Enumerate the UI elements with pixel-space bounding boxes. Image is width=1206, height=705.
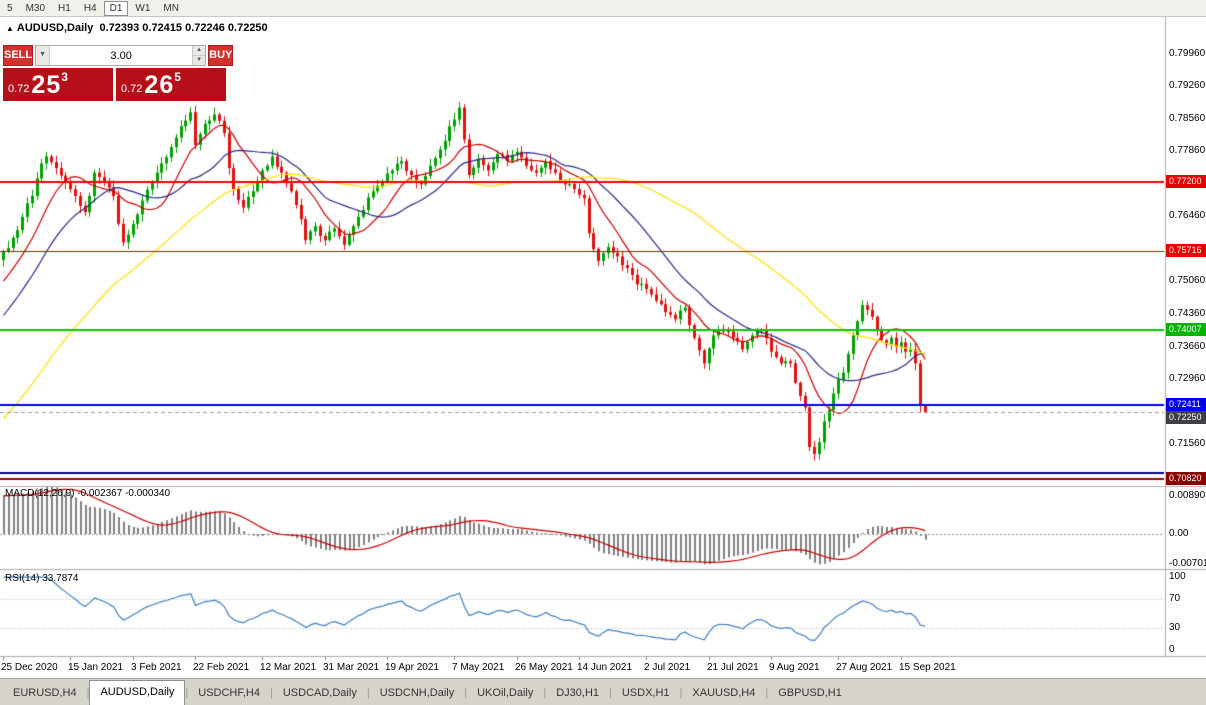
buy-button[interactable]: BUY <box>208 45 234 66</box>
tab-divider: | <box>543 687 547 699</box>
chart-symbol-period: AUDUSD,Daily <box>16 22 94 34</box>
chart-tab-ukoil-daily[interactable]: UKOil,Daily <box>477 687 534 699</box>
date-axis-label: 15 Sep 2021 <box>899 662 956 673</box>
chart-tab-usdchf-h4[interactable]: USDCHF,H4 <box>198 687 260 699</box>
tab-divider: | <box>679 687 683 699</box>
chart-marker-icon: ▲ <box>6 24 14 33</box>
macd-axis-label: 0.00890 <box>1169 490 1206 501</box>
price-chart-canvas[interactable] <box>0 17 1206 678</box>
timeframe-button-w1[interactable]: W1 <box>135 2 151 14</box>
price-axis-label: 0.74360 <box>1169 308 1206 319</box>
tab-divider: | <box>86 687 90 699</box>
chart-overlays: 0.79960 0.79260 0.78560 0.77860 0.76460 0.750… <box>0 17 1206 678</box>
sell-price-prefix: 0.72 <box>8 83 30 95</box>
chart-tabs-bar: EURUSD,H4 | AUDUSD,Daily | USDCHF,H4 | USDCAD,… <box>0 678 1206 705</box>
chart-tab-usdcad-daily[interactable]: USDCAD,Daily <box>282 687 357 699</box>
price-axis-label: 0.75060 <box>1169 275 1206 286</box>
price-axis-badge-0.70820: 0.70820 <box>1166 472 1206 485</box>
timeframe-button-5[interactable]: 5 <box>7 2 13 14</box>
date-axis-label: 15 Jan 2021 <box>68 662 124 673</box>
tab-divider: | <box>464 687 468 699</box>
lot-increase-icon[interactable]: ▲ <box>193 46 206 56</box>
buy-price-sup: 5 <box>174 70 181 84</box>
tab-divider: | <box>765 687 769 699</box>
timeframe-button-d1[interactable]: D1 <box>103 0 129 16</box>
chart-tab-gbpusd-h1[interactable]: GBPUSD,H1 <box>778 687 842 699</box>
price-axis-label: 0.72960 <box>1169 373 1206 384</box>
chart-tab-usdx-h1[interactable]: USDX,H1 <box>621 687 670 699</box>
chart-tab-eurusd-h4[interactable]: EURUSD,H4 <box>13 687 77 699</box>
rsi-axis-label: 30 <box>1169 622 1181 633</box>
date-axis-label: 2 Jul 2021 <box>644 662 691 673</box>
rsi-axis-label: 70 <box>1169 593 1181 604</box>
date-axis-label: 9 Aug 2021 <box>769 662 820 673</box>
macd-indicator-label: MACD(12,26,9) -0.002367 -0.000340 <box>5 488 171 499</box>
date-axis-label: 31 Mar 2021 <box>323 662 380 673</box>
chart-title: ▲ AUDUSD,Daily 0.72393 0.72415 0.72246 0.… <box>6 22 268 34</box>
tab-divider: | <box>366 687 370 699</box>
buy-price-panel[interactable]: 0.72 26 5 <box>116 68 226 101</box>
date-axis-label: 25 Dec 2020 <box>1 662 58 673</box>
chart-tab-xauusd-h4[interactable]: XAUUSD,H4 <box>692 687 756 699</box>
price-axis-label: 0.79260 <box>1169 80 1206 91</box>
date-axis-label: 3 Feb 2021 <box>131 662 182 673</box>
macd-axis-label: -0.00701 <box>1169 558 1206 569</box>
price-axis-badge-0.74007: 0.74007 <box>1166 323 1206 336</box>
chart-tab-audusd-daily[interactable]: AUDUSD,Daily <box>89 680 186 705</box>
rsi-indicator-label: RSI(14) 33.7874 <box>5 573 79 584</box>
lot-size-control: ▼ ▲ ▼ <box>35 45 207 66</box>
price-axis-badge-0.75716: 0.75716 <box>1166 244 1206 257</box>
buy-price-big: 26 <box>144 71 175 99</box>
rsi-axis-label: 100 <box>1169 571 1186 582</box>
date-axis-label: 7 May 2021 <box>452 662 505 673</box>
date-axis-label: 26 May 2021 <box>515 662 573 673</box>
price-axis-label: 0.78560 <box>1169 113 1206 124</box>
sell-price-sup: 3 <box>61 70 68 84</box>
timeframe-button-mn[interactable]: MN <box>163 2 179 14</box>
tab-divider: | <box>270 687 273 699</box>
tab-divider: | <box>609 687 612 699</box>
timeframe-button-h1[interactable]: H1 <box>58 2 71 14</box>
tab-divider: | <box>185 687 189 699</box>
timeframe-button-m30[interactable]: M30 <box>25 2 46 14</box>
buy-price-prefix: 0.72 <box>121 83 143 95</box>
lot-decrease-icon[interactable]: ▼ <box>193 56 206 65</box>
macd-axis-label: 0.00 <box>1169 528 1189 539</box>
date-axis-label: 12 Mar 2021 <box>260 662 317 673</box>
lot-dropdown-icon[interactable]: ▼ <box>36 46 51 65</box>
date-axis-label: 21 Jul 2021 <box>707 662 759 673</box>
timeframe-button-h4[interactable]: H4 <box>83 2 97 14</box>
lot-spinner: ▲ ▼ <box>192 46 206 65</box>
price-axis-label: 0.71560 <box>1169 438 1206 449</box>
lot-size-input[interactable] <box>50 46 193 65</box>
chart-ohlc-values: 0.72393 0.72415 0.72246 0.72250 <box>99 22 268 34</box>
chart-tab-usdcnh-daily[interactable]: USDCNH,Daily <box>379 687 455 699</box>
timeframe-toolbar: 5 M30 H1 H4 D1 W1 MN <box>0 0 1206 17</box>
sell-button[interactable]: SELL <box>3 45 34 66</box>
date-axis-label: 27 Aug 2021 <box>836 662 893 673</box>
rsi-axis-label: 0 <box>1169 644 1175 655</box>
price-axis-label: 0.73660 <box>1169 341 1206 352</box>
sell-price-panel[interactable]: 0.72 25 3 <box>3 68 113 101</box>
date-axis-label: 14 Jun 2021 <box>577 662 633 673</box>
date-axis-label: 22 Feb 2021 <box>193 662 250 673</box>
price-axis-badge-0.72411: 0.72411 <box>1166 398 1206 411</box>
chart-tab-dj30-h1[interactable]: DJ30,H1 <box>556 687 599 699</box>
price-axis-label: 0.77860 <box>1169 145 1206 156</box>
date-axis-label: 19 Apr 2021 <box>385 662 439 673</box>
chart-window: 0.79960 0.79260 0.78560 0.77860 0.76460 0.750… <box>0 17 1206 678</box>
price-axis-label: 0.79960 <box>1169 48 1206 59</box>
price-axis-badge-0.77200: 0.77200 <box>1166 175 1206 188</box>
sell-price-big: 25 <box>31 71 62 99</box>
price-axis-badge-0.72250: 0.72250 <box>1166 411 1206 424</box>
price-axis-label: 0.76460 <box>1169 210 1206 221</box>
